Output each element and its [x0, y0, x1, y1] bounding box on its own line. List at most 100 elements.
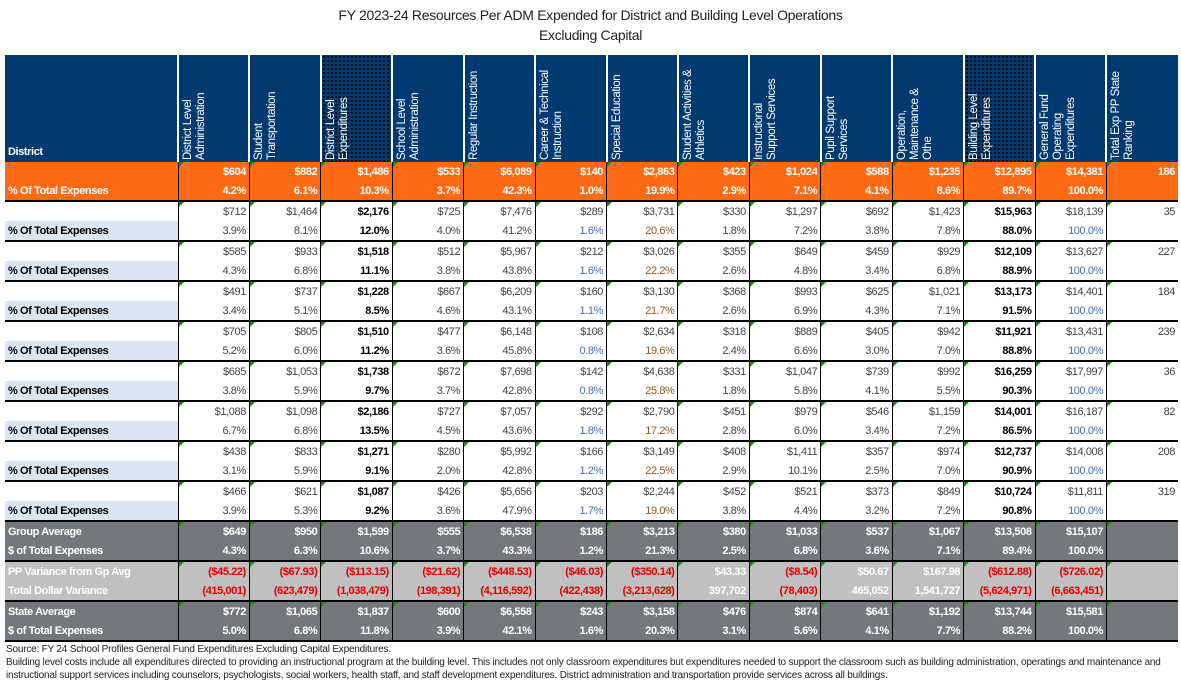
- column-header[interactable]: Instructional Support Services: [748, 55, 821, 162]
- cell-value: $3,130: [606, 281, 678, 301]
- cell-value: ($46.03): [534, 561, 607, 581]
- state-rank-cell: 35: [1105, 201, 1178, 221]
- cell-percent: (623,479): [248, 581, 321, 602]
- cell-value: $1,065: [248, 601, 321, 621]
- cell-percent: 42.8%: [463, 381, 536, 402]
- cell-value: $950: [248, 521, 321, 541]
- state-rank-cell: [1105, 181, 1178, 202]
- cell-percent: 6.9%: [748, 301, 821, 322]
- row-label: Total Dollar Variance: [5, 581, 178, 602]
- cell-percent: 3.4%: [177, 301, 250, 322]
- cell-value: $833: [248, 441, 321, 461]
- cell-percent: 7.7%: [891, 621, 964, 642]
- cell-percent: 8.5%: [320, 301, 393, 322]
- cell-percent: 1.6%: [534, 261, 607, 282]
- column-header[interactable]: Student Activities & Athletics: [676, 55, 750, 162]
- cell-value: $6,558: [463, 601, 536, 621]
- cell-value: $1,053: [248, 361, 321, 381]
- cell-percent: (3,213,628): [606, 581, 678, 602]
- cell-value: ($67.93): [248, 561, 321, 581]
- cell-percent: 397,702: [677, 581, 750, 602]
- column-header[interactable]: School Level Administration: [391, 55, 464, 162]
- column-header[interactable]: Building Level Expenditures: [962, 55, 1036, 162]
- column-header[interactable]: Pupil Support Services: [819, 55, 893, 162]
- cell-percent: 5.3%: [248, 501, 321, 522]
- cell-value: $11,811: [1034, 481, 1107, 501]
- cell-value: $1,599: [320, 521, 393, 541]
- cell-value: ($21.62): [391, 561, 464, 581]
- column-header[interactable]: District: [5, 55, 178, 162]
- cell-percent: 3.1%: [677, 621, 750, 642]
- row-values: $685 $1,053 $1,738 $672 $7,698 $142 $4,638 $331…: [5, 361, 1178, 381]
- row-percent: $ of Total Expenses 5.0% 6.8% 11.8% 3.9% 42.1…: [5, 621, 1178, 642]
- cell-percent: 4.1%: [820, 181, 893, 202]
- cell-value: $43.33: [677, 561, 750, 581]
- cell-value: $692: [820, 201, 893, 221]
- cell-percent: 1.6%: [534, 221, 607, 242]
- state-rank-cell: [1105, 341, 1178, 362]
- column-header-label: Student Transportation: [253, 91, 279, 160]
- cell-value: $1,192: [891, 601, 964, 621]
- column-header[interactable]: Regular Instruction: [462, 55, 536, 162]
- cell-percent: 3.2%: [820, 501, 893, 522]
- row-label: % Of Total Expenses: [5, 261, 178, 282]
- column-header[interactable]: Student Transportation: [248, 55, 321, 162]
- state-rank-cell: [1105, 461, 1178, 482]
- column-header[interactable]: Total Exp PP State Ranking: [1105, 55, 1178, 162]
- cell-percent: 43.8%: [463, 261, 536, 282]
- cell-value: $649: [177, 521, 250, 541]
- cell-value: $292: [534, 401, 607, 421]
- column-header-label: Instructional Support Services: [753, 78, 779, 160]
- cell-percent: 5.9%: [248, 381, 321, 402]
- cell-percent: 465,052: [820, 581, 893, 602]
- row-percent: % Of Total Expenses 3.9% 5.3% 9.2% 3.6% 47.9%…: [5, 501, 1178, 522]
- column-header[interactable]: District Level Administration: [176, 55, 250, 162]
- row-values: $466 $621 $1,087 $426 $5,656 $203 $2,244 $452 $5…: [5, 481, 1178, 501]
- cell-percent: 4.6%: [391, 301, 464, 322]
- cell-percent: 88.8%: [963, 341, 1036, 362]
- state-rank-cell: [1105, 621, 1178, 642]
- cell-value: $380: [677, 521, 750, 541]
- row-label: % Of Total Expenses: [5, 341, 178, 362]
- column-header-label: Pupil Support Services: [824, 96, 850, 160]
- column-header-label: Regular Instruction: [467, 71, 480, 160]
- state-rank-cell: 227: [1105, 241, 1178, 261]
- cell-value: $705: [177, 321, 250, 341]
- cell-value: $12,737: [963, 441, 1036, 461]
- cell-value: $6,538: [463, 521, 536, 541]
- cell-value: $625: [820, 281, 893, 301]
- row-percent: % Of Total Expenses 3.8% 5.9% 9.7% 3.7% 42.8%…: [5, 381, 1178, 402]
- cell-percent: 19.0%: [606, 501, 678, 522]
- cell-percent: 90.3%: [963, 381, 1036, 402]
- cell-value: $160: [534, 281, 607, 301]
- cell-value: $14,401: [1034, 281, 1107, 301]
- cell-value: $3,213: [606, 521, 678, 541]
- cell-percent: 1.6%: [534, 621, 607, 642]
- cell-percent: 86.5%: [963, 421, 1036, 442]
- cell-percent: 7.2%: [748, 221, 821, 242]
- cell-percent: (6,663,451): [1034, 581, 1107, 602]
- column-header[interactable]: Operation, Maintenance & Othe: [891, 55, 964, 162]
- column-header[interactable]: Career & Technical Instruction: [534, 55, 607, 162]
- column-header[interactable]: District Level Expenditures: [319, 55, 393, 162]
- cell-value: $1,021: [891, 281, 964, 301]
- state-rank-cell: [1105, 541, 1178, 562]
- row-label: % Of Total Expenses: [5, 501, 178, 522]
- cell-percent: 3.8%: [177, 381, 250, 402]
- cell-percent: 6.7%: [177, 421, 250, 442]
- state-rank-cell: [1105, 501, 1178, 522]
- cell-percent: 4.4%: [748, 501, 821, 522]
- column-header[interactable]: Special Education: [605, 55, 678, 162]
- cell-value: $140: [534, 162, 607, 181]
- state-rank-cell: [1105, 521, 1178, 541]
- row-label: % Of Total Expenses: [5, 301, 178, 322]
- cell-percent: 6.8%: [248, 621, 321, 642]
- cell-percent: 100.0%: [1034, 501, 1107, 522]
- cell-value: ($612.88): [963, 561, 1036, 581]
- column-header[interactable]: General Fund Operating Expenditures: [1034, 55, 1107, 162]
- cell-percent: 88.0%: [963, 221, 1036, 242]
- cell-percent: 1.8%: [677, 221, 750, 242]
- cell-value: $452: [677, 481, 750, 501]
- cell-value: $1,297: [748, 201, 821, 221]
- cell-percent: 21.7%: [606, 301, 678, 322]
